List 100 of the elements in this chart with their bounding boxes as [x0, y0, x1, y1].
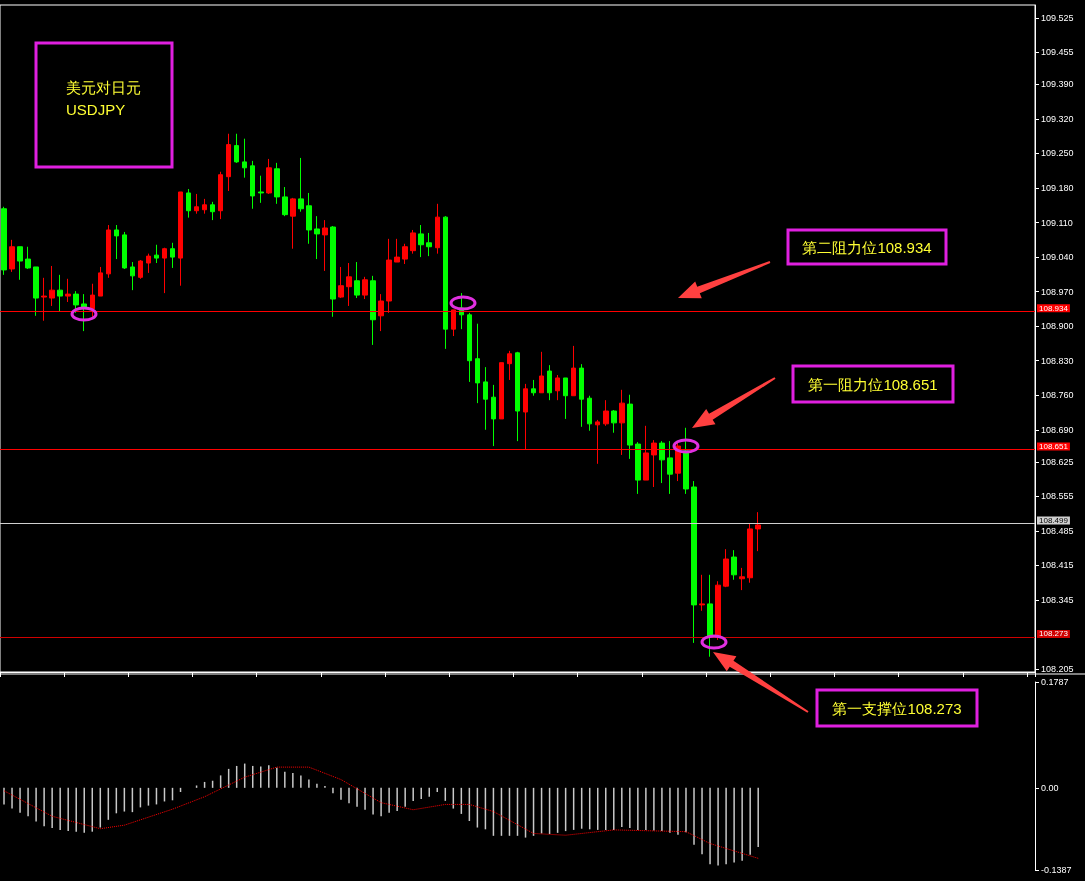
- annotation: 第一支撑位108.273: [832, 699, 962, 717]
- y-tick-label: 109.525: [1041, 12, 1074, 23]
- candlestick: [298, 157, 304, 213]
- candlestick: [475, 323, 480, 404]
- candlestick: [699, 574, 705, 612]
- y-tick-label: 108.970: [1041, 286, 1074, 297]
- candlestick: [659, 440, 665, 484]
- candlestick: [186, 188, 191, 219]
- candlestick: [587, 395, 592, 432]
- line-series: [3, 766, 759, 859]
- candlestick: [106, 224, 111, 279]
- y-tick-label: 0.00: [1041, 782, 1059, 793]
- y-tick-label: 108.760: [1041, 390, 1074, 401]
- candlestick: [507, 350, 512, 381]
- candlestick: [138, 259, 143, 280]
- candlestick: [354, 261, 360, 299]
- annotation: 第一阻力位108.651: [808, 375, 938, 393]
- candlestick: [539, 351, 544, 394]
- candlestick: [210, 201, 215, 221]
- candlestick: [162, 247, 167, 294]
- candlestick: [1, 206, 7, 276]
- candlestick: [130, 261, 135, 291]
- candlestick: [499, 362, 504, 420]
- y-tick-label: 109.320: [1041, 113, 1074, 124]
- candlestick: [322, 219, 328, 272]
- ref-line-label: 108.499: [1039, 516, 1069, 525]
- candlestick: [611, 409, 617, 434]
- candlestick: [547, 364, 552, 401]
- candlestick: [426, 232, 432, 257]
- candlestick: [49, 265, 55, 307]
- candlestick: [418, 224, 424, 258]
- y-tick-label: -0.1387: [1041, 865, 1072, 875]
- candlestick: [218, 171, 223, 220]
- candlestick: [443, 215, 448, 350]
- candlestick: [691, 480, 697, 644]
- candlestick: [467, 312, 472, 383]
- candlestick: [370, 275, 376, 346]
- candlestick: [715, 580, 721, 641]
- candlestick: [435, 203, 440, 255]
- y-tick-label: 109.040: [1041, 252, 1074, 263]
- candlestick: [25, 246, 31, 270]
- candlestick: [65, 278, 71, 303]
- candlestick: [555, 374, 560, 401]
- annotation: 第二阻力位108.934: [802, 238, 932, 256]
- candlestick: [258, 175, 264, 204]
- candlestick: [563, 377, 568, 420]
- candlestick: [362, 276, 368, 300]
- y-tick-label: 109.110: [1041, 217, 1073, 228]
- candlestick: [178, 191, 183, 287]
- candlestick: [33, 266, 39, 317]
- candlestick: [90, 283, 95, 318]
- y-tick-label: 0.1787: [1041, 677, 1069, 687]
- candlestick: [274, 162, 280, 205]
- candlestick: [394, 238, 400, 263]
- y-tick-label: 108.690: [1041, 424, 1074, 435]
- candlestick: [579, 363, 584, 428]
- y-tick-label: 108.205: [1041, 664, 1074, 675]
- candlestick: [73, 290, 79, 314]
- candlestick: [603, 399, 609, 427]
- ref-line-label: 108.273: [1039, 629, 1069, 639]
- candlestick: [410, 229, 416, 255]
- candlestick: [402, 243, 408, 265]
- candlestick: [194, 193, 199, 215]
- candlestick: [81, 293, 87, 332]
- candlestick: [667, 440, 673, 495]
- candlestick: [114, 224, 119, 260]
- y-tick-label: 108.625: [1041, 456, 1074, 467]
- y-tick-label: 108.345: [1041, 594, 1074, 605]
- candlestick: [234, 133, 239, 164]
- y-tick-label: 109.390: [1041, 79, 1074, 90]
- candlestick: [755, 511, 761, 552]
- candlestick: [330, 225, 336, 318]
- candlestick: [9, 239, 15, 273]
- candlestick: [202, 198, 207, 215]
- y-tick-label: 108.485: [1041, 525, 1074, 536]
- candlestick: [314, 215, 320, 260]
- candlestick: [57, 274, 63, 313]
- candlestick: [266, 158, 272, 195]
- candlestick: [346, 262, 352, 307]
- annotation: 美元对日元 USDJPY: [66, 78, 141, 118]
- candlestick: [242, 138, 247, 179]
- candlestick: [122, 231, 127, 270]
- candlestick: [635, 441, 641, 495]
- candlestick: [683, 427, 689, 495]
- candlestick: [226, 133, 231, 192]
- candlestick: [571, 345, 576, 397]
- candlestick: [747, 522, 753, 584]
- y-tick-label: 108.555: [1041, 491, 1074, 502]
- y-tick-label: 108.830: [1041, 355, 1074, 366]
- candlestick: [306, 192, 312, 245]
- y-tick-label: 109.250: [1041, 148, 1074, 159]
- candlestick: [170, 242, 175, 269]
- candlestick: [515, 351, 520, 442]
- y-tick-label: 108.415: [1041, 560, 1074, 571]
- candlestick: [282, 186, 288, 217]
- candlestick: [723, 548, 729, 588]
- candlestick: [707, 574, 713, 658]
- candlestick: [290, 197, 296, 250]
- candlestick: [338, 266, 344, 299]
- candlestick: [731, 549, 737, 581]
